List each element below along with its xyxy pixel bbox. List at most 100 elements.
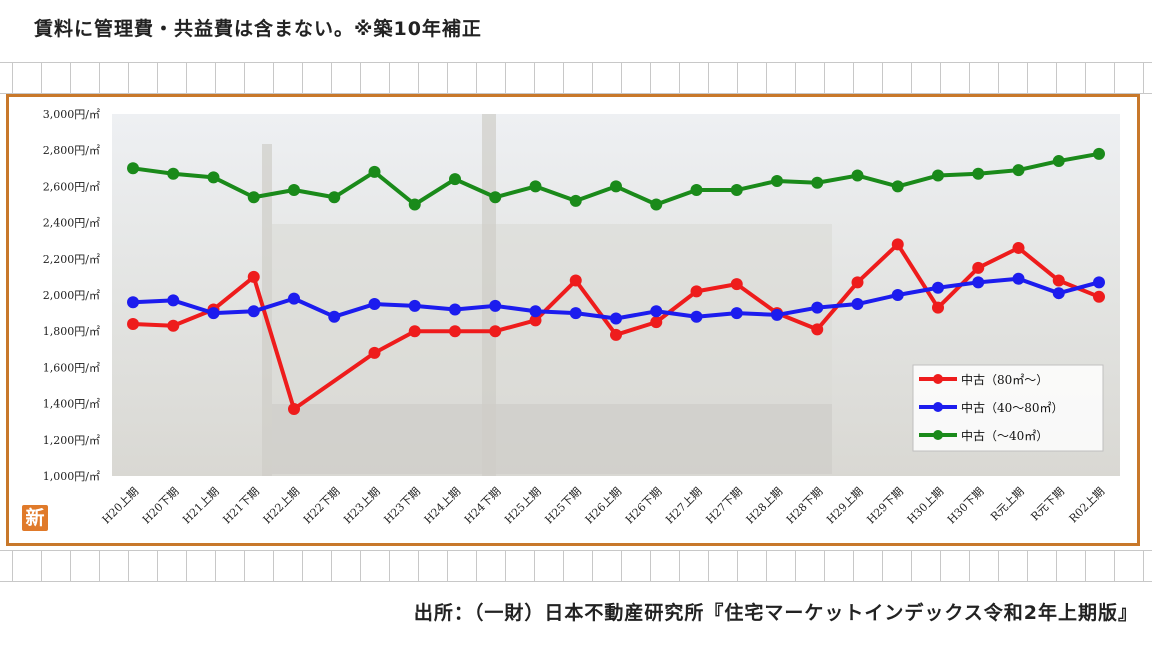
y-tick-label: 2,200円/㎡ xyxy=(43,253,100,266)
data-point xyxy=(972,261,985,274)
x-tick-label: H25上期 xyxy=(502,485,543,526)
data-point xyxy=(247,270,260,283)
data-point xyxy=(449,303,461,316)
data-point xyxy=(771,308,783,321)
x-tick-label: H27上期 xyxy=(663,485,704,526)
data-point xyxy=(288,403,300,416)
data-point xyxy=(730,184,743,197)
data-point xyxy=(408,299,421,312)
legend-label: 中古（40～80㎡） xyxy=(961,400,1064,415)
data-point xyxy=(1012,272,1025,285)
x-tick-label: H28下期 xyxy=(784,485,825,526)
y-tick-label: 2,000円/㎡ xyxy=(43,289,100,302)
data-point xyxy=(650,305,663,318)
data-point xyxy=(891,289,904,301)
data-point xyxy=(851,169,864,182)
data-point xyxy=(851,298,864,311)
y-tick-label: 1,000円/㎡ xyxy=(43,470,100,483)
x-tick-label: H21下期 xyxy=(220,485,261,526)
data-point xyxy=(569,274,582,287)
data-point xyxy=(247,305,260,318)
data-point xyxy=(811,301,824,314)
y-tick-label: 1,200円/㎡ xyxy=(43,434,100,447)
data-point xyxy=(1093,147,1105,160)
data-point xyxy=(288,184,300,197)
data-point xyxy=(408,198,421,211)
x-tick-label: H20上期 xyxy=(100,485,141,526)
x-tick-label: H29上期 xyxy=(824,485,865,526)
series-layer xyxy=(127,147,1105,416)
data-point xyxy=(811,323,824,336)
source-caption: 出所：（一財）日本不動産研究所『住宅マーケットインデックス令和2年上期版』 xyxy=(413,602,1138,624)
data-point xyxy=(368,165,381,178)
legend-swatch-marker xyxy=(933,374,943,384)
series-1 xyxy=(127,272,1105,325)
legend-label: 中古（80㎡～） xyxy=(961,372,1048,387)
background-wall xyxy=(272,404,832,474)
x-tick-label: R元上期 xyxy=(988,485,1026,523)
data-point xyxy=(932,169,944,182)
x-tick-label: H22下期 xyxy=(301,485,342,526)
data-point xyxy=(127,317,139,330)
data-point xyxy=(730,278,743,291)
data-point xyxy=(1012,241,1025,254)
x-tick-label: R元下期 xyxy=(1028,485,1066,523)
x-tick-label: H24下期 xyxy=(462,485,503,526)
x-tick-label: H26下期 xyxy=(623,485,664,526)
data-point xyxy=(368,298,381,311)
background-pole xyxy=(482,114,496,476)
data-point xyxy=(207,171,220,184)
data-point xyxy=(972,276,985,289)
data-point xyxy=(610,180,622,193)
x-tick-label: H23下期 xyxy=(381,485,422,526)
data-point xyxy=(690,285,703,298)
data-point xyxy=(328,310,341,323)
x-tick-label: H23上期 xyxy=(341,485,382,526)
data-point xyxy=(167,294,180,307)
y-tick-label: 2,400円/㎡ xyxy=(43,217,100,230)
y-tick-label: 2,800円/㎡ xyxy=(43,144,100,157)
x-axis: H20上期H20下期H21上期H21下期H22上期H22下期H23上期H23下期… xyxy=(100,485,1107,526)
data-point xyxy=(610,312,622,325)
legend: 中古（80㎡～） 中古（40～80㎡） 中古（～40㎡） xyxy=(912,364,1104,452)
data-point xyxy=(650,316,663,329)
x-tick-label: H27下期 xyxy=(703,485,744,526)
data-point xyxy=(127,296,139,309)
legend-swatch-marker xyxy=(933,402,943,412)
data-point xyxy=(449,325,461,338)
y-tick-label: 1,800円/㎡ xyxy=(43,325,100,338)
x-tick-label: H29下期 xyxy=(864,485,905,526)
background-pole xyxy=(262,144,272,476)
data-point xyxy=(1052,274,1065,287)
y-axis: 1,000円/㎡ 1,200円/㎡ 1,400円/㎡ 1,600円/㎡ 1,800円/㎡… xyxy=(43,108,100,483)
data-point xyxy=(730,307,743,320)
x-tick-label: H21上期 xyxy=(180,485,221,526)
data-point xyxy=(449,173,461,186)
data-point xyxy=(569,194,582,207)
data-point xyxy=(167,319,180,332)
y-tick-label: 3,000円/㎡ xyxy=(43,108,100,121)
data-point xyxy=(690,184,703,197)
data-point xyxy=(690,310,703,323)
y-tick-label: 2,600円/㎡ xyxy=(43,180,100,193)
data-point xyxy=(489,325,502,338)
x-tick-label: H24上期 xyxy=(422,485,463,526)
data-point xyxy=(207,307,220,320)
data-point xyxy=(1052,287,1065,300)
data-point xyxy=(288,292,300,305)
data-point xyxy=(529,180,542,193)
data-point xyxy=(771,174,783,187)
y-tick-label: 1,600円/㎡ xyxy=(43,361,100,374)
x-tick-label: H30上期 xyxy=(905,485,946,526)
data-point xyxy=(1093,276,1105,289)
data-point xyxy=(569,307,582,320)
series-2 xyxy=(127,147,1105,211)
data-point xyxy=(1093,290,1105,303)
data-point xyxy=(167,167,180,180)
data-point xyxy=(489,191,502,204)
series-line xyxy=(132,242,1100,412)
data-point xyxy=(529,314,542,327)
data-point xyxy=(489,299,502,312)
data-point xyxy=(851,276,864,289)
data-point xyxy=(972,167,985,180)
